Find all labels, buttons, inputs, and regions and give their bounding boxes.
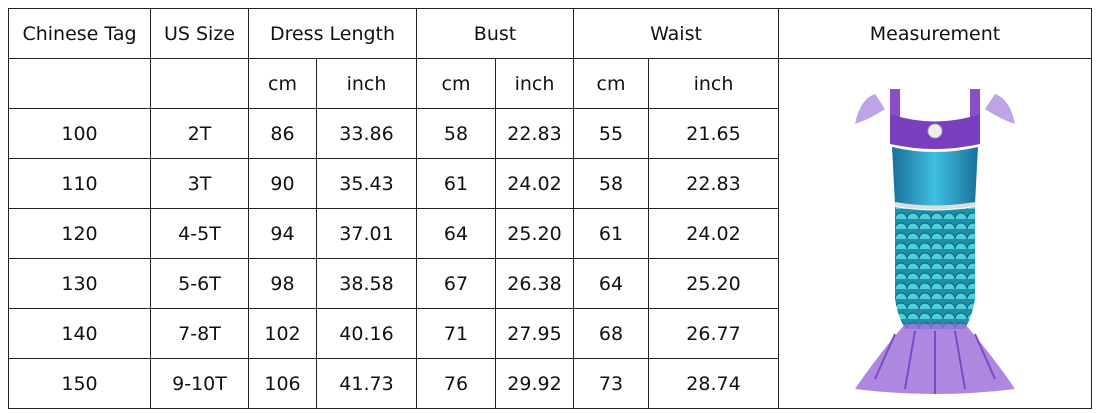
cell: Chinese Tag: [8, 8, 151, 59]
cell: Measurement: [778, 8, 1092, 59]
row: Chinese Tag US Size Dress Length Bust Waist M…: [8, 8, 1092, 59]
cell: 7-8T: [150, 308, 249, 359]
row: 130 5-6T 98 38.58 67 26.38 64 25.20: [8, 258, 1092, 309]
cell: 21.65: [648, 108, 779, 159]
cell: 110: [8, 158, 151, 209]
cell: 64: [573, 258, 649, 309]
row: 100 2T 86 33.86 58 22.83 55 21.65: [8, 108, 1092, 159]
cell: 24.02: [648, 208, 779, 259]
cell: 58: [416, 108, 496, 159]
cell: 38.58: [316, 258, 417, 309]
cell: 130: [8, 258, 151, 309]
cell: 71: [416, 308, 496, 359]
cell: cm: [248, 58, 317, 109]
cell: 86: [248, 108, 317, 159]
cell: 100: [8, 108, 151, 159]
row: 150 9-10T 106 41.73 76 29.92 73 28.74: [8, 358, 1092, 409]
cell: 22.83: [648, 158, 779, 209]
cell: 25.20: [495, 208, 574, 259]
cell: 22.83: [495, 108, 574, 159]
cell: 37.01: [316, 208, 417, 259]
cell: 9-10T: [150, 358, 249, 409]
row: 140 7-8T 102 40.16 71 27.95 68 26.77: [8, 308, 1092, 359]
cell: 61: [573, 208, 649, 259]
row: 110 3T 90 35.43 61 24.02 58 22.83: [8, 158, 1092, 209]
cell: 106: [248, 358, 317, 409]
cell: [8, 58, 151, 109]
cell: 90: [248, 158, 317, 209]
cell: 41.73: [316, 358, 417, 409]
cell: 58: [573, 158, 649, 209]
dress-image: [855, 88, 1015, 394]
cell: 150: [8, 358, 151, 409]
cell: 120: [8, 208, 151, 259]
cell: 4-5T: [150, 208, 249, 259]
cell: 26.38: [495, 258, 574, 309]
cell: inch: [648, 58, 779, 109]
row: 120 4-5T 94 37.01 64 25.20 61 24.02: [8, 208, 1092, 259]
cell: [778, 58, 1092, 409]
cell: 55: [573, 108, 649, 159]
cell: 24.02: [495, 158, 574, 209]
row: cm inch cm inch cm inch: [8, 58, 1092, 409]
cell: 27.95: [495, 308, 574, 359]
cell: 35.43: [316, 158, 417, 209]
cell: Bust: [416, 8, 574, 59]
cell: cm: [573, 58, 649, 109]
size-table: Chinese Tag US Size Dress Length Bust Waist M…: [8, 8, 1092, 409]
cell: 102: [248, 308, 317, 359]
cell: 94: [248, 208, 317, 259]
cell: 2T: [150, 108, 249, 159]
cell: 76: [416, 358, 496, 409]
cell: 5-6T: [150, 258, 249, 309]
cell: 28.74: [648, 358, 779, 409]
cell: cm: [416, 58, 496, 109]
cell: 3T: [150, 158, 249, 209]
cell: 33.86: [316, 108, 417, 159]
cell: inch: [495, 58, 574, 109]
cell: US Size: [150, 8, 249, 59]
cell: 73: [573, 358, 649, 409]
cell: inch: [316, 58, 417, 109]
cell: [150, 58, 249, 109]
cell: 140: [8, 308, 151, 359]
cell: Dress Length: [248, 8, 417, 59]
cell: 40.16: [316, 308, 417, 359]
cell: 61: [416, 158, 496, 209]
cell: 29.92: [495, 358, 574, 409]
cell: 98: [248, 258, 317, 309]
cell: 64: [416, 208, 496, 259]
cell: 68: [573, 308, 649, 359]
cell: 25.20: [648, 258, 779, 309]
cell: 26.77: [648, 308, 779, 359]
cell: Waist: [573, 8, 779, 59]
cell: 67: [416, 258, 496, 309]
